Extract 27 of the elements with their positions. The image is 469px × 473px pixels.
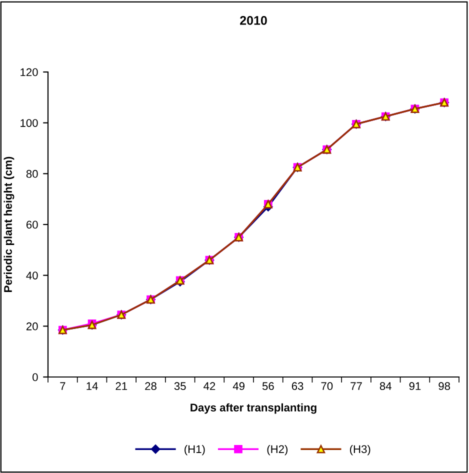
y-tick-label: 80 [26, 170, 38, 178]
x-tick-label: 21 [116, 382, 128, 390]
x-tick-label: 49 [232, 382, 244, 390]
x-tick-label: 84 [380, 382, 392, 390]
x-tick-label: 14 [86, 382, 98, 390]
y-axis-title: Periodic plant height (cm) [4, 156, 14, 292]
legend-label: (H1) [184, 444, 205, 456]
y-tick-label: 100 [20, 119, 38, 127]
x-tick-label: 98 [438, 382, 450, 390]
x-tick-label: 77 [350, 382, 362, 390]
x-tick-label: 28 [145, 382, 156, 390]
x-tick-label: 56 [262, 382, 274, 390]
y-tick-label: 40 [26, 272, 38, 280]
x-tick-label: 7 [60, 382, 66, 390]
x-tick-label: 91 [409, 382, 421, 390]
x-tick-label: 70 [321, 382, 333, 390]
y-tick-label: 20 [26, 322, 38, 330]
chart-title: 2010 [240, 16, 267, 25]
x-axis-title: Days after transplanting [190, 403, 316, 414]
y-tick-label: 0 [32, 373, 38, 382]
x-tick-label: 63 [292, 382, 304, 390]
y-tick-label: 60 [26, 220, 38, 229]
legend-label: (H2) [267, 444, 288, 456]
legend-label: (H3) [350, 444, 370, 456]
x-tick-label: 42 [204, 382, 216, 390]
y-tick-label: 120 [20, 68, 38, 76]
x-tick-label: 35 [174, 382, 186, 390]
